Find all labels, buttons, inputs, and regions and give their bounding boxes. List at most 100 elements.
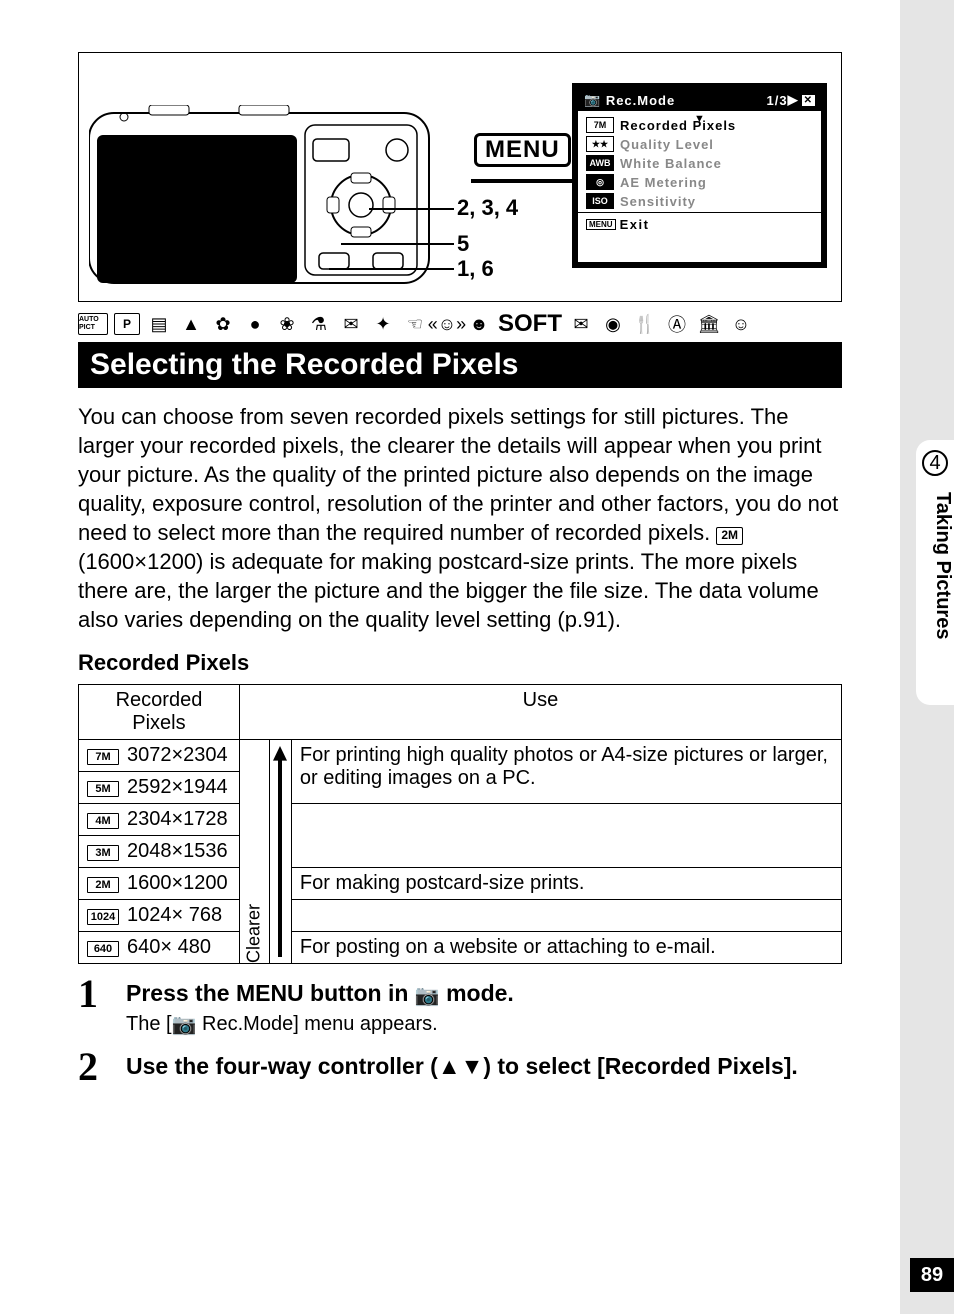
lcd-row-badge: ISO bbox=[586, 193, 614, 209]
mode-icon-strip: AUTO PICT P ▤ ▲ ✿ ● ❀ ⚗ ✉ ✦ ☜ «☺» ☻ SOFT ✉ ◉ 🍴 Ⓐ 🏛 ☺ bbox=[78, 310, 842, 338]
pixel-badge: 2M bbox=[87, 877, 119, 893]
step-2: 2 Use the four-way controller (▲▼) to se… bbox=[78, 1047, 842, 1087]
sub-heading: Recorded Pixels bbox=[78, 650, 842, 676]
lcd-row-badge: ◎ bbox=[586, 174, 614, 190]
mode-icon-10: ☻ bbox=[466, 313, 492, 335]
body-text-after: (1600×1200) is adequate for making postc… bbox=[78, 549, 819, 632]
pixel-badge: 1024 bbox=[87, 909, 119, 925]
mode-auto-pict-icon: AUTO PICT bbox=[78, 313, 108, 335]
chapter-number: 4 bbox=[922, 450, 948, 476]
step-number: 2 bbox=[78, 1047, 108, 1087]
pixel-dims-cell: 2M1600×1200 bbox=[79, 868, 240, 900]
lcd-row-label: Recorded Pixels bbox=[620, 118, 736, 133]
pixel-dims-cell: 7M3072×2304 bbox=[79, 740, 240, 772]
use-cell: For making postcard-size prints. bbox=[291, 868, 841, 900]
chapter-title: Taking Pictures bbox=[916, 488, 954, 698]
use-cell: For printing high quality photos or A4-s… bbox=[291, 740, 841, 804]
steps-list: 1 Press the MENU button in 📷 mode. The [… bbox=[78, 974, 842, 1087]
camera-icon: 📷 bbox=[172, 1014, 197, 1036]
lcd-row-label: Sensitivity bbox=[620, 194, 696, 209]
mode-icon-4: ❀ bbox=[274, 313, 300, 335]
lcd-footer-text: Exit bbox=[620, 217, 650, 232]
pixel-badge: 5M bbox=[87, 781, 119, 797]
mode-icon-8: ☜ bbox=[402, 313, 428, 335]
table-row: 4M2304×1728 bbox=[79, 804, 842, 836]
step-label-234: 2, 3, 4 bbox=[457, 195, 518, 221]
mode-icon-6: ✉ bbox=[338, 313, 364, 335]
body-text: You can choose from seven recorded pixel… bbox=[78, 402, 842, 634]
pixels-table: Recorded Pixels Use 7M3072×2304ClearerFo… bbox=[78, 684, 842, 964]
page: MENU 2, 3, 4 5 1, 6 📷 Rec.Mode 1/3 ▶ ✕ ▼… bbox=[0, 0, 900, 1314]
lcd-menu-row: ★★ Quality Level bbox=[586, 136, 813, 152]
pixel-dims-cell: 4M2304×1728 bbox=[79, 804, 240, 836]
pixel-badge: 3M bbox=[87, 845, 119, 861]
chapter-tab: 4 Taking Pictures bbox=[916, 440, 954, 705]
step-1: 1 Press the MENU button in 📷 mode. The [… bbox=[78, 974, 842, 1037]
clearer-arrow-cell bbox=[269, 740, 291, 964]
lcd-panel: 📷 Rec.Mode 1/3 ▶ ✕ ▼ 7M Recorded Pixels ★★… bbox=[572, 83, 827, 268]
lcd-footer: MENU Exit bbox=[578, 212, 821, 236]
lcd-row-badge: ★★ bbox=[586, 136, 614, 152]
lcd-row-label: Quality Level bbox=[620, 137, 714, 152]
down-arrow-icon: ▼ bbox=[694, 113, 705, 125]
camera-icon: 📷 bbox=[415, 985, 440, 1007]
table-header-use: Use bbox=[239, 685, 841, 740]
pixel-dims-cell: 3M2048×1536 bbox=[79, 836, 240, 868]
mode-icon-b5: ☺ bbox=[728, 313, 754, 335]
mode-icon-1: ▲ bbox=[178, 313, 204, 335]
lcd-row-badge: AWB bbox=[586, 155, 614, 171]
pixel-badge: 640 bbox=[87, 941, 119, 957]
mode-icon-2: ✿ bbox=[210, 313, 236, 335]
clearer-label-cell: Clearer bbox=[239, 740, 269, 964]
right-arrow-icon: ▶ bbox=[788, 92, 799, 108]
mode-icon-5: ⚗ bbox=[306, 313, 332, 335]
mode-icon-b3: Ⓐ bbox=[664, 313, 690, 335]
lcd-header-page: 1/3 bbox=[767, 93, 788, 108]
mode-icon-3: ● bbox=[242, 313, 268, 335]
step-number: 1 bbox=[78, 974, 108, 1037]
mode-icon-b1: ◉ bbox=[600, 313, 626, 335]
right-margin: 4 Taking Pictures 89 bbox=[900, 0, 954, 1314]
mode-icon-7: ✦ bbox=[370, 313, 396, 335]
lcd-body: 7M Recorded Pixels ★★ Quality Level AWB White… bbox=[578, 111, 821, 209]
mode-soft-label: SOFT bbox=[498, 310, 562, 338]
battery-icon: ✕ bbox=[802, 95, 815, 106]
step-title: Use the four-way controller (▲▼) to sele… bbox=[126, 1053, 842, 1080]
step-label-16: 1, 6 bbox=[457, 256, 494, 282]
use-cell: For posting on a website or attaching to… bbox=[291, 932, 841, 964]
lcd-header: 📷 Rec.Mode 1/3 ▶ ✕ bbox=[578, 89, 821, 111]
leader-line bbox=[369, 208, 454, 210]
leader-line bbox=[341, 243, 454, 245]
camera-illustration bbox=[89, 105, 449, 290]
lcd-row-label: AE Metering bbox=[620, 175, 707, 190]
mode-icon-b0: ✉ bbox=[568, 313, 594, 335]
mode-icon-b4: 🏛 bbox=[696, 313, 722, 335]
lcd-menu-row: AWB White Balance bbox=[586, 155, 813, 171]
mode-icon-9: «☺» bbox=[434, 313, 460, 335]
page-number: 89 bbox=[910, 1258, 954, 1292]
use-cell bbox=[291, 900, 841, 932]
pixel-badge: 4M bbox=[87, 813, 119, 829]
pixel-badge: 7M bbox=[87, 749, 119, 765]
menu-button-label: MENU bbox=[474, 133, 571, 167]
mode-icon-0: ▤ bbox=[146, 313, 172, 335]
mode-p-icon: P bbox=[114, 313, 140, 335]
lcd-menu-row: ISO Sensitivity bbox=[586, 193, 813, 209]
table-row: 7M3072×2304ClearerFor printing high qual… bbox=[79, 740, 842, 772]
pixel-dims-cell: 5M2592×1944 bbox=[79, 772, 240, 804]
diagram-box: MENU 2, 3, 4 5 1, 6 📷 Rec.Mode 1/3 ▶ ✕ ▼… bbox=[78, 52, 842, 302]
step-label-5: 5 bbox=[457, 231, 469, 257]
table-row: 2M1600×1200 For making postcard-size prin… bbox=[79, 868, 842, 900]
body-text-before: You can choose from seven recorded pixel… bbox=[78, 404, 838, 545]
pixel-badge-2m: 2M bbox=[716, 527, 743, 545]
leader-line bbox=[329, 268, 454, 270]
lcd-row-badge: 7M bbox=[586, 117, 614, 133]
use-cell bbox=[291, 804, 841, 868]
step-title: Press the MENU button in 📷 mode. bbox=[126, 980, 842, 1008]
table-row: 10241024× 768 bbox=[79, 900, 842, 932]
camera-icon: 📷 bbox=[584, 92, 601, 108]
mode-icon-b2: 🍴 bbox=[632, 313, 658, 335]
lcd-row-label: White Balance bbox=[620, 156, 722, 171]
table-row: 640640× 480For posting on a website or a… bbox=[79, 932, 842, 964]
pixel-dims-cell: 10241024× 768 bbox=[79, 900, 240, 932]
